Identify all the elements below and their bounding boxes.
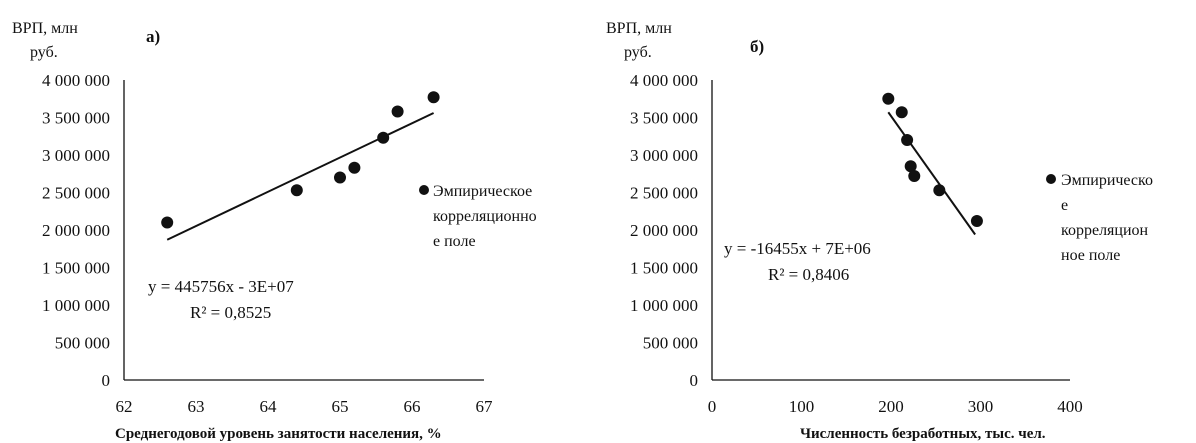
y-tick-label: 3 500 000 bbox=[630, 109, 698, 128]
legend-label-line-3: корреляцион bbox=[1061, 222, 1149, 239]
legend-label-line-1: Эмпирическое bbox=[433, 183, 532, 200]
x-tick-label: 64 bbox=[260, 397, 278, 416]
legend-marker bbox=[419, 185, 429, 195]
y-tick-label: 500 000 bbox=[643, 334, 698, 353]
data-point bbox=[901, 134, 914, 146]
chart-panel-b: ВРП, млн руб. б) 0 500 000 1 000 000 1 500 … bbox=[606, 20, 1153, 442]
legend-marker bbox=[1046, 174, 1056, 184]
trendline bbox=[887, 111, 976, 236]
y-tick-labels: 0 500 000 1 000 000 1 500 000 2 000 000 2 500… bbox=[42, 71, 110, 390]
y-tick-label: 1 000 000 bbox=[630, 296, 698, 315]
x-tick-label: 63 bbox=[188, 397, 205, 416]
y-tick-label: 0 bbox=[102, 371, 111, 390]
y-tick-label: 4 000 000 bbox=[42, 71, 110, 90]
trendline-group bbox=[166, 112, 435, 241]
y-tick-label: 3 000 000 bbox=[42, 146, 110, 165]
y-tick-label: 3 000 000 bbox=[630, 146, 698, 165]
y-axis-label-line-2: руб. bbox=[624, 44, 652, 61]
x-tick-label: 67 bbox=[476, 397, 494, 416]
x-tick-label: 62 bbox=[116, 397, 133, 416]
x-tick-labels: 0 100 200 300 400 bbox=[708, 397, 1083, 416]
y-tick-label: 2 500 000 bbox=[42, 184, 110, 203]
y-axis-label-line-2: руб. bbox=[30, 44, 58, 61]
data-point bbox=[970, 215, 983, 227]
data-point bbox=[882, 92, 895, 105]
data-point bbox=[377, 131, 390, 144]
data-point bbox=[904, 160, 917, 173]
y-tick-label: 1 500 000 bbox=[630, 259, 698, 278]
chart-panel-a: ВРП, млн руб. а) 0 500 000 1 000 000 1 500 … bbox=[12, 20, 537, 442]
x-axis-label: Среднегодовой уровень занятости населени… bbox=[115, 426, 442, 442]
x-tick-label: 400 bbox=[1057, 397, 1083, 416]
x-axis-label: Численность безработных, тыс. чел. bbox=[800, 426, 1046, 442]
x-tick-label: 0 bbox=[708, 397, 717, 416]
x-tick-label: 65 bbox=[332, 397, 349, 416]
panel-label-b: б) bbox=[750, 37, 764, 56]
trendline-group bbox=[887, 111, 976, 236]
x-tick-label: 200 bbox=[878, 397, 904, 416]
data-points bbox=[882, 92, 983, 227]
legend-label-line-2: корреляционно bbox=[433, 208, 537, 225]
panel-label-a: а) bbox=[146, 27, 160, 46]
regression-equation: y = 445756x - 3E+07 bbox=[148, 277, 294, 296]
y-axis-label-line-1: ВРП, млн bbox=[606, 20, 672, 37]
legend-label-line-2: е bbox=[1061, 197, 1068, 214]
data-point bbox=[908, 170, 921, 182]
y-tick-label: 1 000 000 bbox=[42, 296, 110, 315]
data-point bbox=[334, 171, 346, 184]
r-squared-label: R² = 0,8406 bbox=[768, 265, 849, 284]
x-tick-label: 100 bbox=[789, 397, 815, 416]
x-tick-label: 66 bbox=[404, 397, 421, 416]
y-tick-label: 1 500 000 bbox=[42, 259, 110, 278]
trendline bbox=[166, 112, 435, 241]
data-point bbox=[290, 184, 303, 197]
y-tick-label: 2 500 000 bbox=[630, 184, 698, 203]
data-point bbox=[391, 105, 404, 118]
x-tick-labels: 62 63 64 65 66 67 bbox=[116, 397, 494, 416]
y-tick-labels: 0 500 000 1 000 000 1 500 000 2 000 000 2 500… bbox=[630, 71, 698, 390]
legend-label-line-3: е поле bbox=[433, 233, 476, 250]
y-tick-label: 4 000 000 bbox=[630, 71, 698, 90]
r-squared-label: R² = 0,8525 bbox=[190, 303, 271, 322]
y-tick-label: 2 000 000 bbox=[42, 221, 110, 240]
data-point bbox=[895, 106, 908, 119]
data-point bbox=[427, 91, 440, 104]
legend-label-line-4: ное поле bbox=[1061, 247, 1120, 264]
y-axis-label-line-1: ВРП, млн bbox=[12, 20, 78, 37]
y-tick-label: 500 000 bbox=[55, 334, 110, 353]
data-point bbox=[161, 216, 174, 229]
x-tick-label: 300 bbox=[968, 397, 994, 416]
y-tick-label: 0 bbox=[690, 371, 699, 390]
data-point bbox=[933, 184, 946, 197]
y-tick-label: 2 000 000 bbox=[630, 221, 698, 240]
y-tick-label: 3 500 000 bbox=[42, 109, 110, 128]
data-points bbox=[161, 91, 440, 229]
regression-equation: y = -16455x + 7E+06 bbox=[724, 239, 871, 258]
data-point bbox=[348, 161, 361, 174]
legend-label-line-1: Эмпирическо bbox=[1061, 172, 1153, 189]
